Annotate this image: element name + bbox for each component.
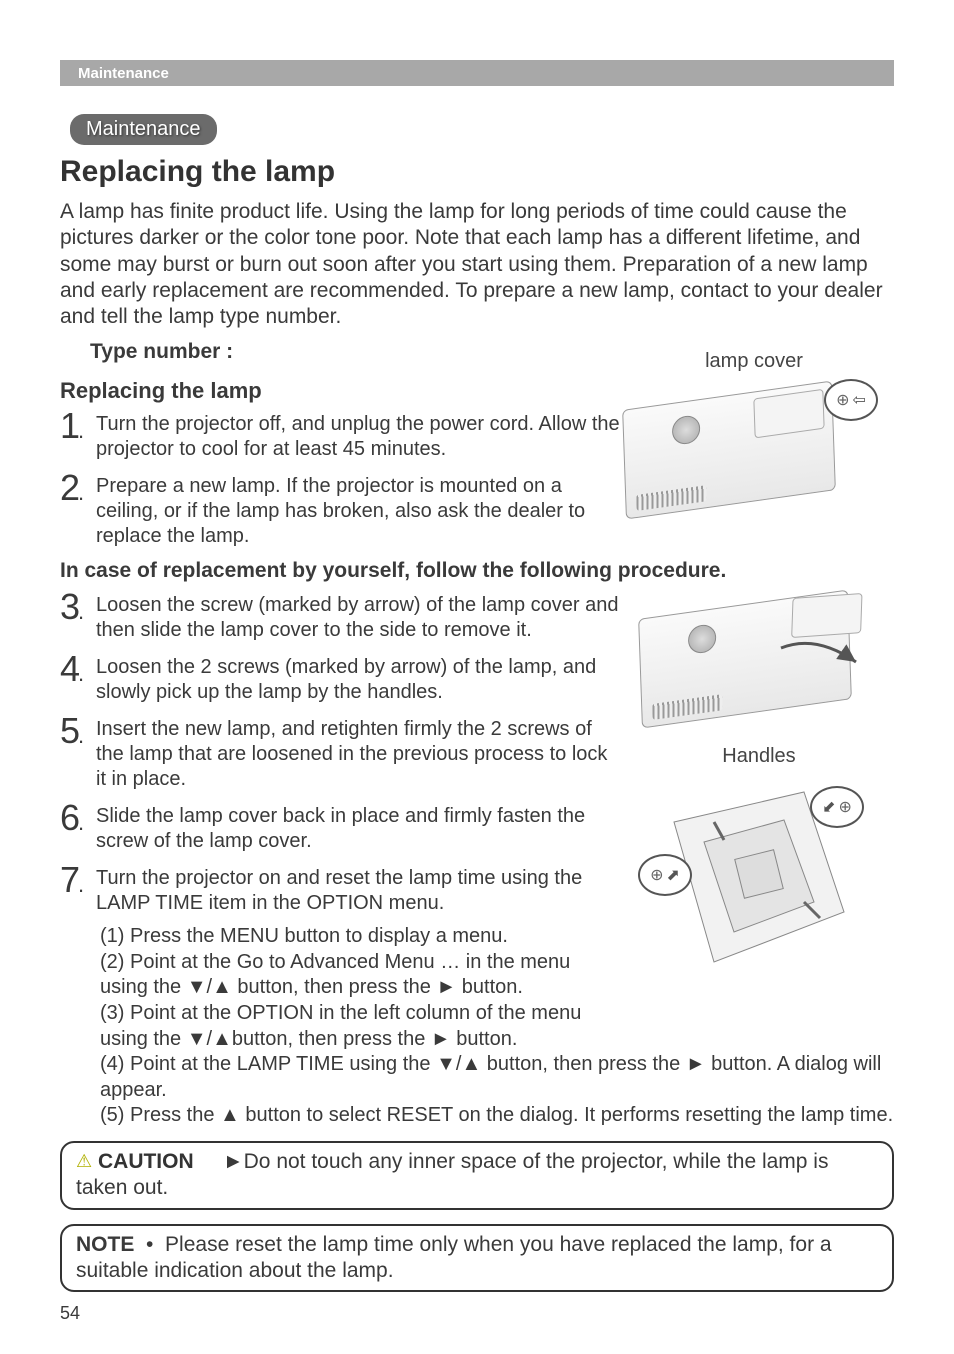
arrow-left-icon: ⇦ [853, 390, 866, 410]
step-5: 5.Insert the new lamp, and retighten fir… [60, 713, 620, 792]
step-number: 7. [60, 862, 96, 898]
intro-paragraph: A lamp has finite product life. Using th… [60, 199, 894, 330]
caution-arrow: ► [223, 1150, 244, 1173]
note-box: NOTE • Please reset the lamp time only w… [60, 1224, 894, 1293]
step-number: 1. [60, 408, 96, 444]
step-text: Prepare a new lamp. If the projector is … [96, 470, 620, 549]
slide-arrow-icon [776, 638, 866, 678]
illus-handles: Handles ⬋ ⊕ ⊕ ⬈ [634, 745, 884, 994]
note-label: NOTE [76, 1233, 134, 1256]
breadcrumb: Maintenance [78, 65, 169, 82]
note-text: Please reset the lamp time only when you… [76, 1233, 832, 1282]
caution-box: ⚠ CAUTION ►Do not touch any inner space … [60, 1141, 894, 1210]
substep: (5) Press the ▲ button to select RESET o… [100, 1103, 894, 1129]
maintenance-pill: Maintenance [70, 114, 217, 145]
step-text: Loosen the 2 screws (marked by arrow) of… [96, 651, 620, 705]
step-2: 2.Prepare a new lamp. If the projector i… [60, 470, 620, 549]
warning-icon: ⚠ [76, 1151, 92, 1171]
screw-icon: ⊕ [650, 865, 663, 885]
header-bar: Maintenance [60, 60, 894, 86]
illus-slide-cover [634, 590, 884, 730]
step-text: Turn the projector off, and unplug the p… [96, 408, 620, 462]
substep: (4) Point at the LAMP TIME using the ▼/▲… [100, 1052, 894, 1103]
screw-icon: ⊕ [839, 797, 852, 817]
step-number: 6. [60, 800, 96, 836]
step-4: 4.Loosen the 2 screws (marked by arrow) … [60, 651, 620, 705]
screw-callout-3: ⊕ ⬈ [638, 854, 692, 896]
step-6: 6.Slide the lamp cover back in place and… [60, 800, 620, 854]
step-text: Turn the projector on and reset the lamp… [96, 862, 620, 916]
screw-callout-2: ⬋ ⊕ [810, 786, 864, 828]
substep: (1) Press the MENU button to display a m… [100, 924, 620, 950]
arrow-ur-icon: ⬈ [667, 865, 680, 885]
step-text: Insert the new lamp, and retighten firml… [96, 713, 620, 792]
screw-icon: ⊕ [836, 390, 849, 410]
arrow-dl-icon: ⬋ [822, 797, 835, 817]
step-number: 4. [60, 651, 96, 687]
caution-label: CAUTION [98, 1150, 194, 1173]
substeps-wide: (4) Point at the LAMP TIME using the ▼/▲… [60, 1052, 894, 1129]
screw-callout-1: ⊕ ⇦ [824, 379, 878, 421]
page-title: Replacing the lamp [60, 155, 894, 189]
step-number: 2. [60, 470, 96, 506]
step-3: 3.Loosen the screw (marked by arrow) of … [60, 589, 620, 643]
step-number: 5. [60, 713, 96, 749]
self-replace-line: In case of replacement by yourself, foll… [60, 559, 894, 583]
illus-lamp-cover: lamp cover ⊕ ⇦ [624, 350, 884, 523]
substep: (3) Point at the OPTION in the left colu… [100, 1001, 620, 1052]
substep: (2) Point at the Go to Advanced Menu … i… [100, 950, 620, 1001]
step-1: 1.Turn the projector off, and unplug the… [60, 408, 620, 462]
step-7: 7.Turn the projector on and reset the la… [60, 862, 620, 916]
substeps-narrow: (1) Press the MENU button to display a m… [60, 924, 620, 1052]
step-text: Slide the lamp cover back in place and f… [96, 800, 620, 854]
step-number: 3. [60, 589, 96, 625]
handles-label: Handles [634, 745, 884, 768]
page-number: 54 [60, 1303, 80, 1324]
lamp-cover-label: lamp cover [624, 350, 884, 373]
step-text: Loosen the screw (marked by arrow) of th… [96, 589, 620, 643]
